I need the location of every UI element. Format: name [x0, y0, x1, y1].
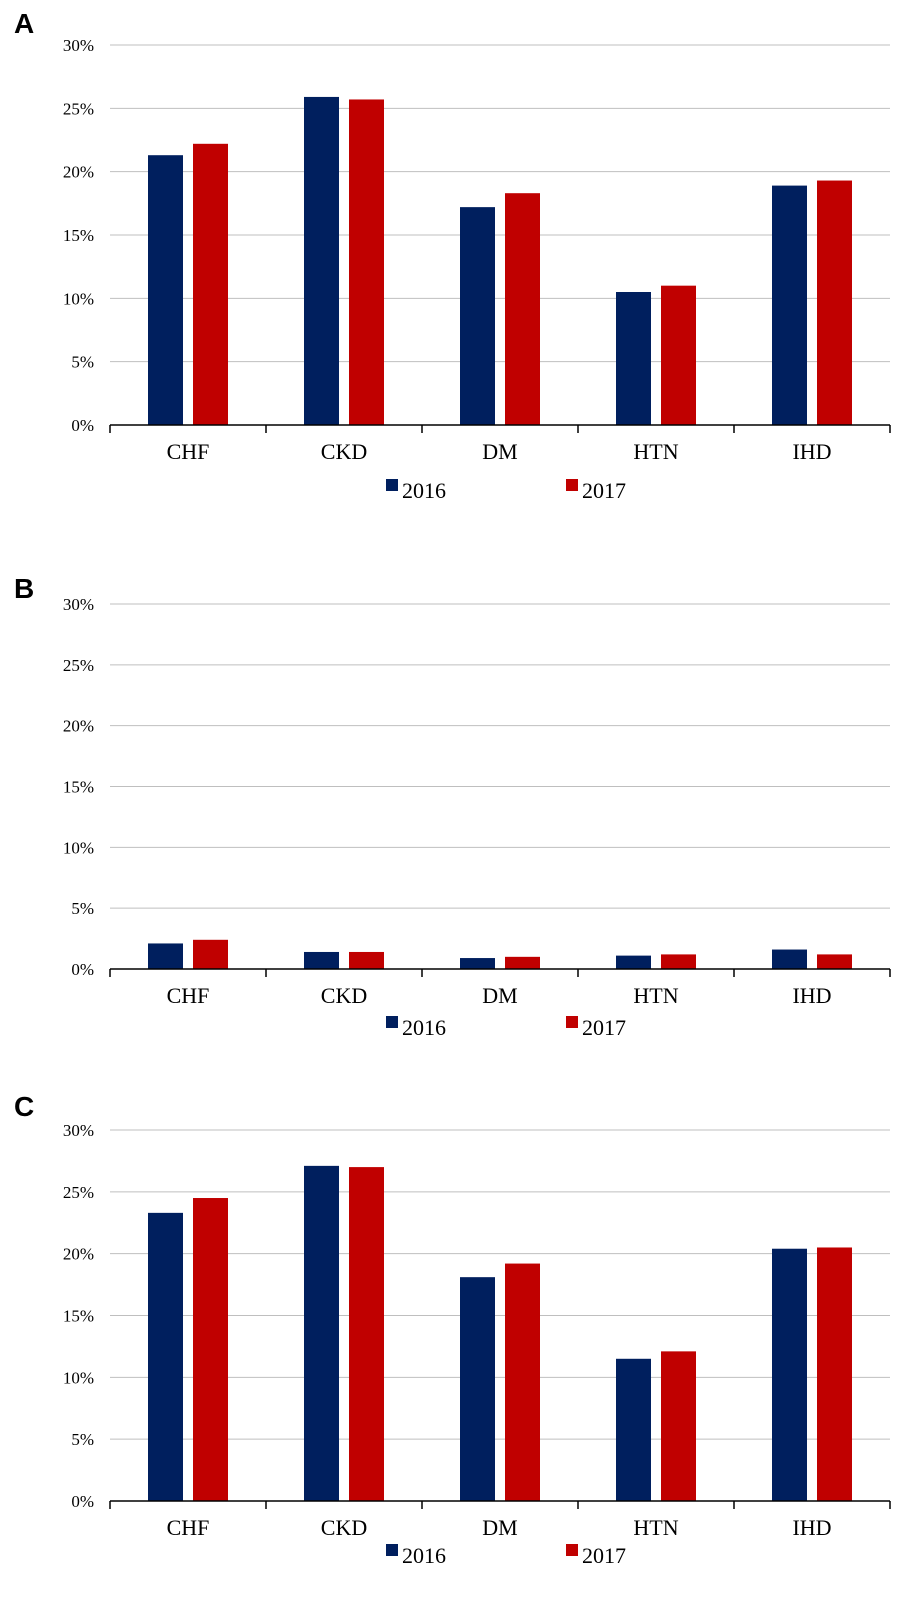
y-tick-label-c-4: 20%	[63, 1245, 94, 1264]
y-tick-label-c-1: 5%	[71, 1430, 94, 1449]
legend-swatch-b-2017	[566, 1016, 578, 1028]
x-category-label-c-chf: CHF	[167, 1515, 210, 1540]
y-tick-label-c-2: 10%	[63, 1368, 94, 1387]
panel-label-c: C	[14, 1091, 35, 1122]
x-category-label-a-ihd: IHD	[792, 439, 831, 464]
bar-a-chf-2017	[193, 143, 228, 426]
y-tick-label-b-4: 20%	[63, 717, 94, 736]
legend-label-a-2017: 2017	[582, 478, 626, 503]
y-tick-label-c-5: 25%	[63, 1183, 94, 1202]
bar-b-chf-2016	[148, 943, 183, 969]
x-category-label-a-ckd: CKD	[321, 439, 367, 464]
bar-c-chf-2017	[193, 1198, 228, 1501]
bar-c-ihd-2017	[817, 1247, 852, 1501]
bar-c-ckd-2016	[304, 1165, 339, 1501]
bar-b-htn-2017	[661, 954, 696, 969]
bar-a-chf-2016	[148, 155, 183, 425]
y-tick-label-a-3: 15%	[63, 226, 94, 245]
x-category-label-b-htn: HTN	[633, 983, 678, 1008]
y-tick-label-b-3: 15%	[63, 778, 94, 797]
bar-a-htn-2017	[661, 285, 696, 425]
bar-c-htn-2016	[616, 1358, 651, 1501]
bar-a-ihd-2016	[772, 185, 807, 425]
legend-swatch-a-2017	[566, 479, 578, 491]
bar-a-dm-2016	[460, 207, 495, 425]
y-tick-label-b-5: 25%	[63, 656, 94, 675]
y-tick-label-a-1: 5%	[71, 353, 94, 372]
bar-c-ckd-2017	[349, 1167, 384, 1501]
legend-label-b-2016: 2016	[402, 1015, 446, 1040]
bar-b-ihd-2017	[817, 954, 852, 969]
legend-label-a-2016: 2016	[402, 478, 446, 503]
bar-b-dm-2017	[505, 956, 540, 969]
legend-label-c-2017: 2017	[582, 1543, 626, 1568]
bar-b-dm-2016	[460, 958, 495, 969]
x-category-label-b-ckd: CKD	[321, 983, 367, 1008]
x-category-label-c-htn: HTN	[633, 1515, 678, 1540]
bar-b-ckd-2017	[349, 951, 384, 969]
bar-b-htn-2016	[616, 955, 651, 969]
x-category-label-b-ihd: IHD	[792, 983, 831, 1008]
y-tick-label-a-2: 10%	[63, 289, 94, 308]
bar-a-ckd-2017	[349, 99, 384, 425]
legend-swatch-c-2016	[386, 1544, 398, 1556]
legend-label-b-2017: 2017	[582, 1015, 626, 1040]
x-category-label-a-dm: DM	[482, 439, 517, 464]
y-tick-label-a-5: 25%	[63, 99, 94, 118]
y-tick-label-c-0: 0%	[71, 1492, 94, 1511]
y-tick-label-a-6: 30%	[63, 36, 94, 55]
bar-a-dm-2017	[505, 193, 540, 425]
y-tick-label-b-0: 0%	[71, 960, 94, 979]
legend-swatch-b-2016	[386, 1016, 398, 1028]
bar-c-htn-2017	[661, 1351, 696, 1501]
y-tick-label-c-6: 30%	[63, 1121, 94, 1140]
x-category-label-c-ihd: IHD	[792, 1515, 831, 1540]
legend-swatch-a-2016	[386, 479, 398, 491]
y-tick-label-b-2: 10%	[63, 838, 94, 857]
bar-c-chf-2016	[148, 1212, 183, 1501]
bar-a-ihd-2017	[817, 180, 852, 425]
y-tick-label-b-1: 5%	[71, 899, 94, 918]
x-category-label-c-ckd: CKD	[321, 1515, 367, 1540]
legend-label-c-2016: 2016	[402, 1543, 446, 1568]
y-tick-label-c-3: 15%	[63, 1307, 94, 1326]
x-category-label-b-dm: DM	[482, 983, 517, 1008]
x-category-label-a-htn: HTN	[633, 439, 678, 464]
bar-c-ihd-2016	[772, 1248, 807, 1501]
x-category-label-a-chf: CHF	[167, 439, 210, 464]
y-tick-label-a-4: 20%	[63, 163, 94, 182]
legend-swatch-c-2017	[566, 1544, 578, 1556]
bar-a-htn-2016	[616, 292, 651, 425]
bar-a-ckd-2016	[304, 96, 339, 425]
bar-c-dm-2016	[460, 1277, 495, 1501]
bar-c-dm-2017	[505, 1263, 540, 1501]
y-tick-label-b-6: 30%	[63, 595, 94, 614]
bar-b-ihd-2016	[772, 949, 807, 969]
bar-b-ckd-2016	[304, 951, 339, 969]
bar-b-chf-2017	[193, 939, 228, 969]
x-category-label-b-chf: CHF	[167, 983, 210, 1008]
x-category-label-c-dm: DM	[482, 1515, 517, 1540]
y-tick-label-a-0: 0%	[71, 416, 94, 435]
panel-label-a: A	[14, 8, 35, 39]
panel-label-b: B	[14, 573, 35, 604]
